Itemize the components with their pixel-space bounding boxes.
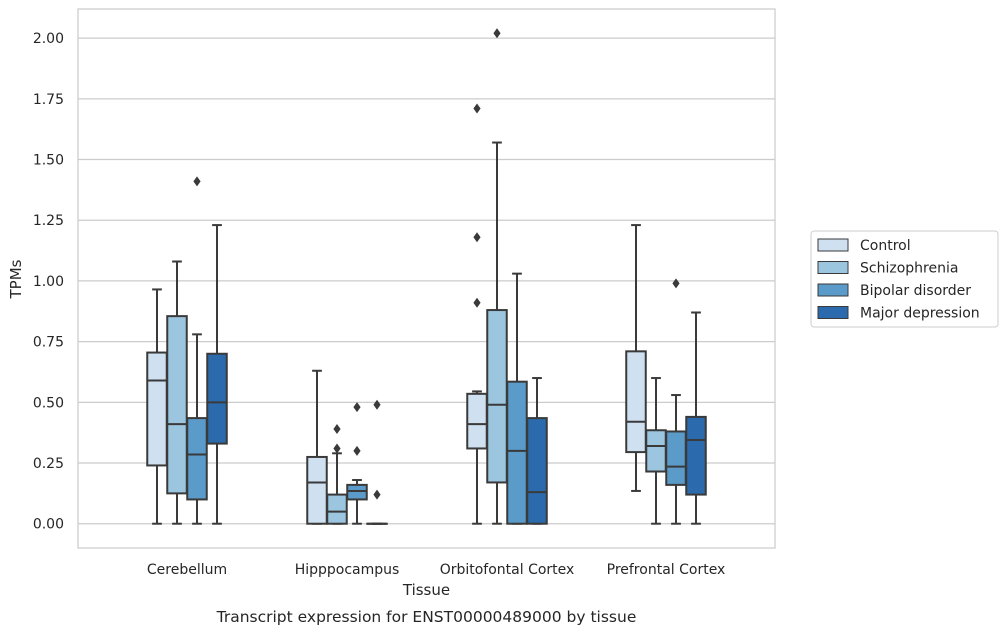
x-tick-label: Orbitofontal Cortex [440, 562, 575, 578]
y-tick-label: 1.00 [33, 274, 64, 290]
box [526, 377, 548, 525]
box [146, 288, 168, 525]
legend-swatch [817, 261, 849, 274]
box [625, 224, 647, 492]
legend-label: Control [860, 238, 911, 254]
box [326, 424, 348, 525]
x-tick-label: Prefrontal Cortex [607, 562, 726, 578]
iqr-box [685, 415, 707, 496]
outlier-point [353, 402, 361, 413]
iqr-box [146, 351, 168, 467]
outlier-point [373, 399, 381, 410]
x-axis-label: Tissue [402, 581, 450, 599]
box [346, 402, 368, 525]
iqr-box [346, 483, 368, 501]
outlier-point [473, 232, 481, 243]
x-axis-ticks: Cerebellum Hipppocampus Orbitofontal Corte… [147, 562, 725, 578]
outlier-point [473, 103, 481, 114]
outlier-point [473, 297, 481, 308]
y-axis-ticks: 0.00 0.25 0.50 0.75 1.00 1.25 1.50 1.75 2.00 [33, 31, 64, 533]
legend-label: Bipolar disorder [860, 283, 971, 299]
iqr-box [625, 350, 647, 454]
iqr-box [206, 352, 228, 445]
legend-swatch [817, 238, 849, 252]
outlier-point [672, 278, 680, 289]
y-tick-label: 0.00 [33, 517, 64, 533]
box [506, 272, 528, 525]
iqr-box [526, 417, 548, 525]
legend-label: Major depression [860, 306, 980, 322]
outlier-point [493, 28, 501, 39]
y-tick-label: 1.75 [33, 92, 64, 108]
iqr-box [186, 417, 208, 501]
box [486, 28, 508, 525]
outlier-point [333, 443, 341, 454]
legend: Control Schizophrenia Bipolar disorder Majo… [810, 230, 999, 328]
y-tick-label: 1.25 [33, 213, 64, 229]
y-tick-label: 1.50 [33, 153, 64, 169]
iqr-box [486, 309, 508, 484]
y-axis-label: TPMs [7, 259, 25, 299]
box [645, 377, 667, 525]
box [665, 278, 687, 525]
y-tick-label: 0.75 [33, 335, 64, 351]
outlier-point [193, 176, 201, 187]
plot-frame [77, 8, 776, 549]
iqr-box [645, 429, 667, 473]
outlier-point [333, 424, 341, 435]
iqr-box [665, 430, 687, 486]
legend-frame [810, 230, 999, 328]
legend-swatch [817, 283, 849, 297]
x-tick-label: Cerebellum [147, 562, 227, 578]
chart-caption: Transcript expression for ENST0000048900… [216, 608, 637, 626]
box-plot-series [146, 28, 707, 525]
series-major-depression [206, 224, 707, 525]
iqr-box [326, 493, 348, 525]
iqr-box [506, 380, 528, 525]
iqr-box [166, 315, 188, 495]
x-tick-label: Hipppocampus [295, 562, 400, 578]
series-schizophrenia [166, 28, 667, 525]
box [306, 369, 328, 525]
iqr-box [306, 455, 328, 525]
box [366, 399, 388, 525]
box [166, 260, 188, 525]
y-tick-label: 0.25 [33, 456, 64, 472]
legend-label: Schizophrenia [860, 261, 958, 277]
box [466, 103, 488, 525]
y-tick-label: 0.50 [33, 395, 64, 411]
outlier-point [373, 489, 381, 500]
outlier-point [353, 445, 361, 456]
y-tick-label: 2.00 [33, 31, 64, 47]
iqr-box [466, 392, 488, 450]
box [206, 224, 228, 525]
series-control [146, 103, 647, 525]
box [685, 311, 707, 525]
legend-swatch [817, 306, 849, 319]
series-bipolar-disorder [186, 176, 687, 525]
box [186, 176, 208, 525]
